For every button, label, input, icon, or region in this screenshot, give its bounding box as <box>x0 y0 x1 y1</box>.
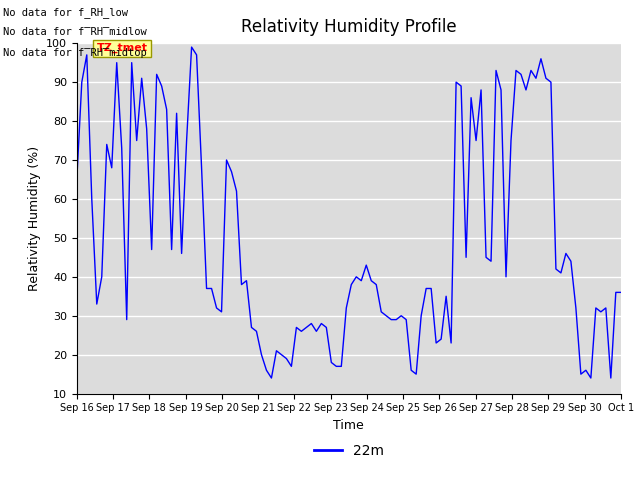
Text: No data for f̅RH̅midlow: No data for f̅RH̅midlow <box>3 27 147 37</box>
Text: TZ_tmet: TZ_tmet <box>97 43 148 53</box>
Legend: 22m: 22m <box>308 439 389 464</box>
X-axis label: Time: Time <box>333 419 364 432</box>
Title: Relativity Humidity Profile: Relativity Humidity Profile <box>241 18 456 36</box>
Text: No data for f_RH_low: No data for f_RH_low <box>3 7 128 18</box>
Y-axis label: Relativity Humidity (%): Relativity Humidity (%) <box>28 146 40 291</box>
Text: No data for f̅RH̅midtop: No data for f̅RH̅midtop <box>3 48 147 58</box>
